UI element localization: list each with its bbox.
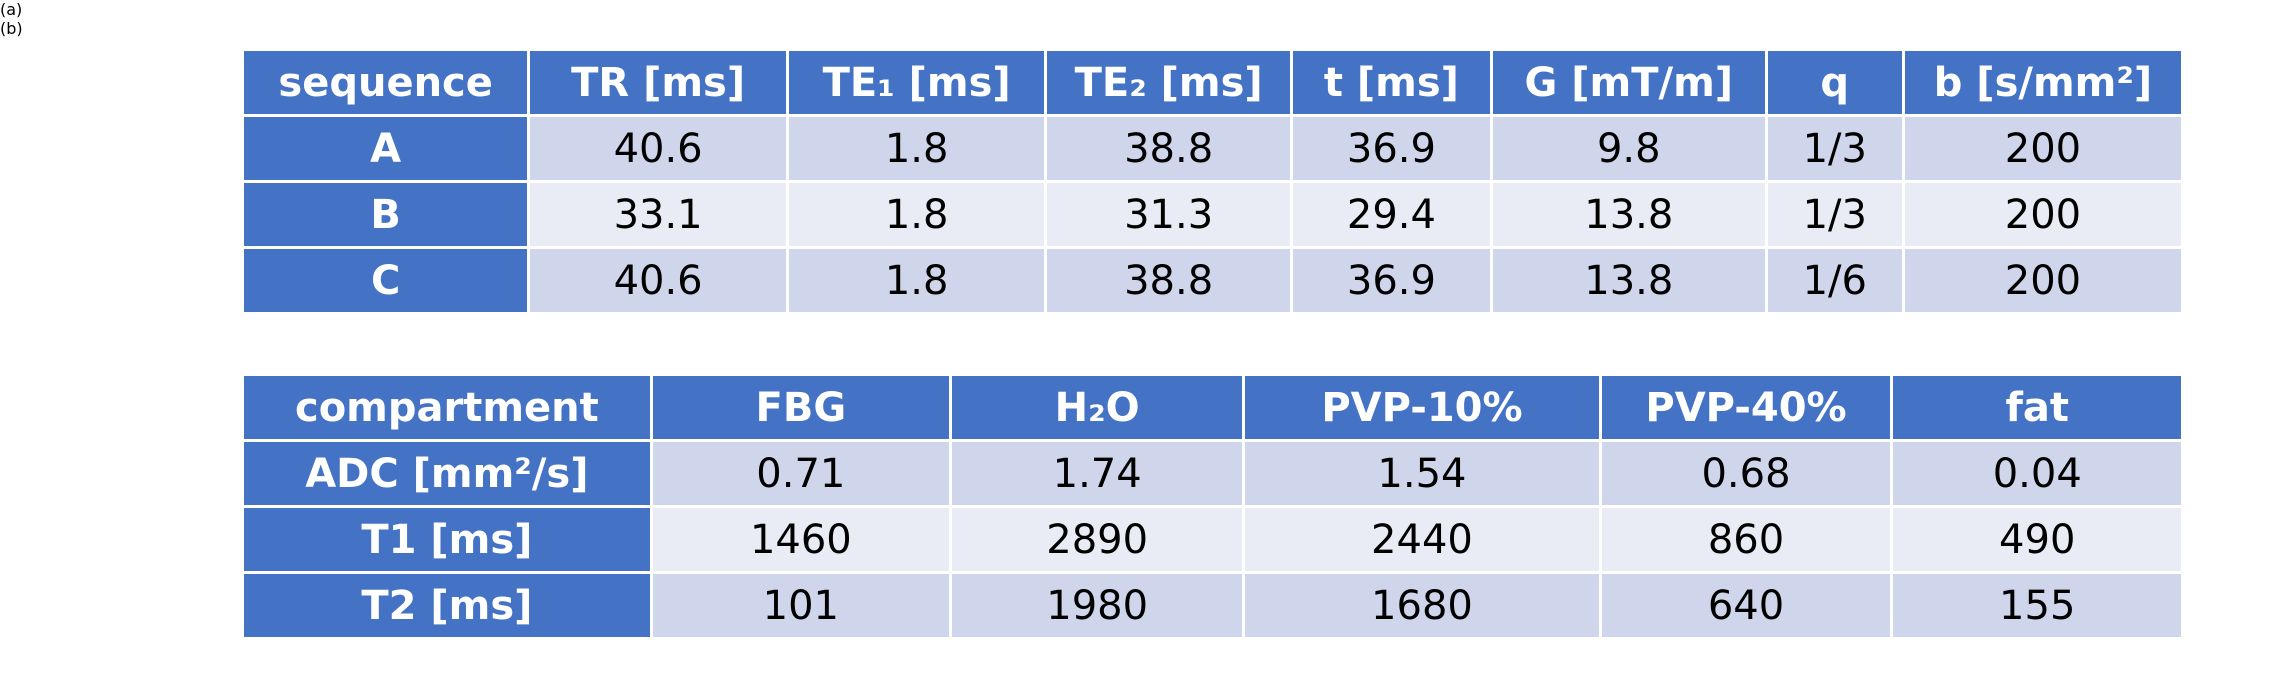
table-cell: 490 bbox=[1890, 505, 2184, 574]
panel-label: (b) bbox=[0, 19, 23, 38]
table-cell: 200 bbox=[1901, 180, 2185, 249]
header-row: compartment FBG H₂O PVP-10% PVP-40% fat bbox=[241, 373, 2184, 442]
table-cell: 33.1 bbox=[527, 180, 789, 249]
row-header: A bbox=[240, 114, 531, 183]
data-table: sequence TR [ms] TE₁ [ms] TE₂ [ms] t [ms] G [… bbox=[240, 48, 2185, 315]
table-row: B 33.1 1.8 31.3 29.4 13.8 1/3 200 bbox=[240, 180, 2185, 249]
table-cell: 9.8 bbox=[1489, 114, 1768, 183]
table-cell: 1460 bbox=[649, 505, 952, 574]
table-cell: 1.8 bbox=[785, 114, 1048, 183]
table-cell: 31.3 bbox=[1044, 180, 1293, 249]
table-cell: 1.8 bbox=[785, 246, 1048, 315]
column-header: b [s/mm²] bbox=[1901, 48, 2185, 117]
column-header: FBG bbox=[649, 373, 952, 442]
row-header: B bbox=[240, 180, 531, 249]
column-header: G [mT/m] bbox=[1489, 48, 1768, 117]
table-cell: 38.8 bbox=[1044, 246, 1293, 315]
column-header: TE₂ [ms] bbox=[1044, 48, 1293, 117]
table-cell: 36.9 bbox=[1289, 114, 1493, 183]
table-row: T2 [ms] 101 1980 1680 640 155 bbox=[241, 571, 2184, 640]
table-cell: 0.71 bbox=[649, 439, 952, 508]
table-cell: 200 bbox=[1901, 114, 2185, 183]
column-header: q bbox=[1764, 48, 1905, 117]
table-cell: 13.8 bbox=[1489, 246, 1768, 315]
table-cell: 1.8 bbox=[785, 180, 1048, 249]
table-cell: 40.6 bbox=[527, 246, 789, 315]
row-header: C bbox=[240, 246, 531, 315]
row-header: T1 [ms] bbox=[241, 505, 653, 574]
table-cell: 1/6 bbox=[1764, 246, 1905, 315]
table-cell: 1980 bbox=[948, 571, 1246, 640]
column-header: PVP-10% bbox=[1242, 373, 1602, 442]
panel-label: (a) bbox=[0, 0, 23, 19]
table-row: C 40.6 1.8 38.8 36.9 13.8 1/6 200 bbox=[240, 246, 2185, 315]
table-cell: 29.4 bbox=[1289, 180, 1493, 249]
column-header: PVP-40% bbox=[1598, 373, 1894, 442]
content: (a) sequence TR [ms] TE₁ [ms] TE₂ [ms] t [ms]… bbox=[0, 0, 2291, 640]
column-header: TR [ms] bbox=[527, 48, 789, 117]
column-header: sequence bbox=[240, 48, 531, 117]
table-cell: 101 bbox=[649, 571, 952, 640]
header-row: sequence TR [ms] TE₁ [ms] TE₂ [ms] t [ms] G [… bbox=[240, 48, 2185, 117]
table-cell: 13.8 bbox=[1489, 180, 1768, 249]
row-header: T2 [ms] bbox=[241, 571, 653, 640]
table-cell: 200 bbox=[1901, 246, 2185, 315]
table-cell: 1.74 bbox=[948, 439, 1246, 508]
table-row: ADC [mm²/s] 0.71 1.74 1.54 0.68 0.04 bbox=[241, 439, 2184, 508]
table-cell: 0.68 bbox=[1598, 439, 1894, 508]
column-header: fat bbox=[1890, 373, 2184, 442]
table-cell: 1.54 bbox=[1242, 439, 1602, 508]
column-header: compartment bbox=[241, 373, 653, 442]
table-cell: 1680 bbox=[1242, 571, 1602, 640]
column-header: H₂O bbox=[948, 373, 1246, 442]
table-cell: 0.04 bbox=[1890, 439, 2184, 508]
row-header: ADC [mm²/s] bbox=[241, 439, 653, 508]
table-row: A 40.6 1.8 38.8 36.9 9.8 1/3 200 bbox=[240, 114, 2185, 183]
table-cell: 40.6 bbox=[527, 114, 789, 183]
data-table: compartment FBG H₂O PVP-10% PVP-40% fat ADC [m… bbox=[241, 373, 2184, 640]
table-cell: 640 bbox=[1598, 571, 1894, 640]
table-cell: 1/3 bbox=[1764, 114, 1905, 183]
table-cell: 860 bbox=[1598, 505, 1894, 574]
table-cell: 155 bbox=[1890, 571, 2184, 640]
table-cell: 38.8 bbox=[1044, 114, 1293, 183]
table-row: T1 [ms] 1460 2890 2440 860 490 bbox=[241, 505, 2184, 574]
table-cell: 2890 bbox=[948, 505, 1246, 574]
column-header: t [ms] bbox=[1289, 48, 1493, 117]
column-header: TE₁ [ms] bbox=[785, 48, 1048, 117]
table-cell: 2440 bbox=[1242, 505, 1602, 574]
table-cell: 36.9 bbox=[1289, 246, 1493, 315]
table-cell: 1/3 bbox=[1764, 180, 1905, 249]
